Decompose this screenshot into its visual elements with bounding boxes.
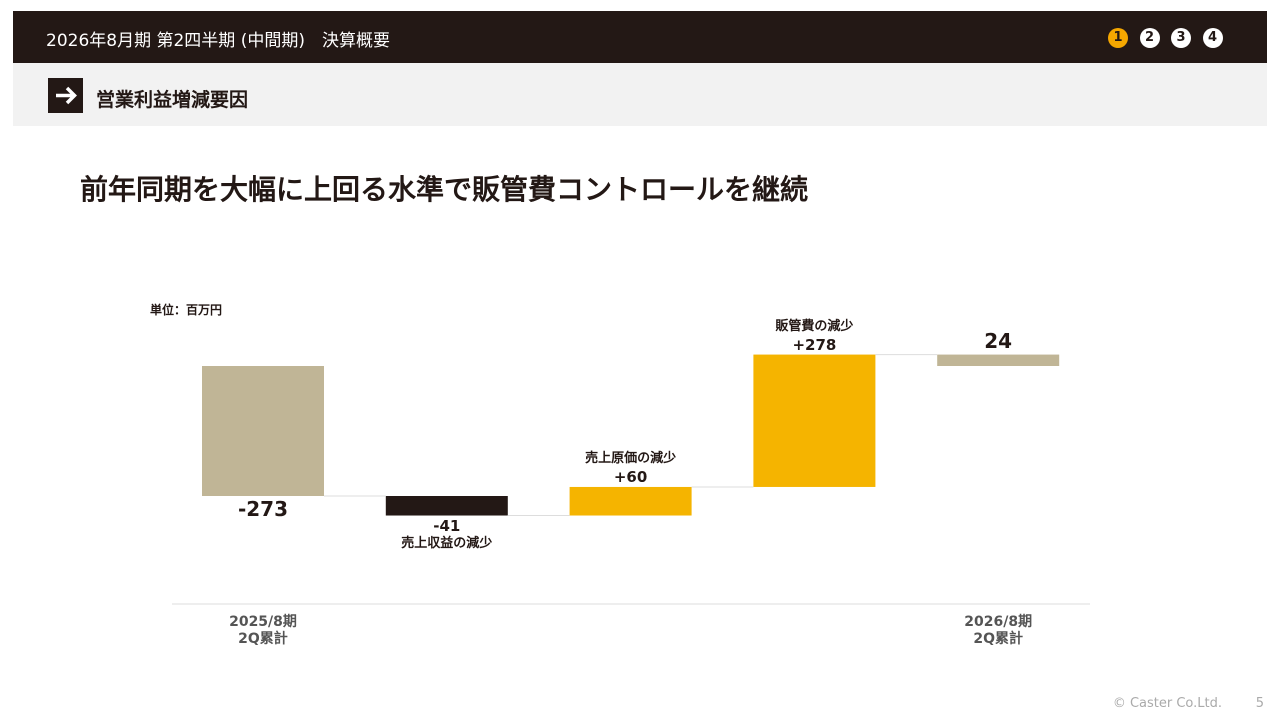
header-title: 2026年8月期 第2四半期 (中間期) 決算概要: [46, 31, 390, 51]
value-label: -41: [433, 516, 461, 535]
arrow-svg: [56, 86, 77, 105]
step-label: 売上原価の減少: [585, 451, 677, 467]
value-label: +278: [792, 335, 837, 354]
copyright: © Caster Co.Ltd.: [1112, 696, 1222, 711]
page-dot: 4: [1202, 28, 1223, 48]
bar: [385, 496, 508, 516]
page-number: 5: [1255, 696, 1264, 711]
header-bar: [13, 11, 1267, 63]
headline: 前年同期を大幅に上回る水準で販管費コントロールを継続: [80, 173, 809, 206]
arrow-icon: [48, 78, 83, 113]
unit-label: 単位：百万円: [150, 303, 223, 317]
step-label: 販管費の減少: [775, 318, 854, 334]
x-tick-label: 2026/8期 2Q累計: [964, 614, 1033, 647]
value-label: 24: [984, 328, 1013, 353]
bar: [202, 366, 324, 496]
step-label: 売上収益の減少: [401, 535, 493, 551]
bar: [569, 486, 692, 516]
value-label: -273: [237, 497, 289, 521]
x-tick-label: 2025/8期 2Q累計: [229, 614, 297, 647]
page-dot: 1: [1108, 28, 1128, 48]
section-title: 営業利益増減要因: [96, 89, 249, 111]
arrow: [56, 86, 77, 105]
bar: [753, 354, 876, 487]
bar: [937, 354, 1060, 366]
value-label: +60: [613, 467, 648, 486]
page-dot: 3: [1171, 28, 1191, 48]
section-bar: [13, 63, 1267, 126]
page-dot: 2: [1139, 28, 1160, 48]
